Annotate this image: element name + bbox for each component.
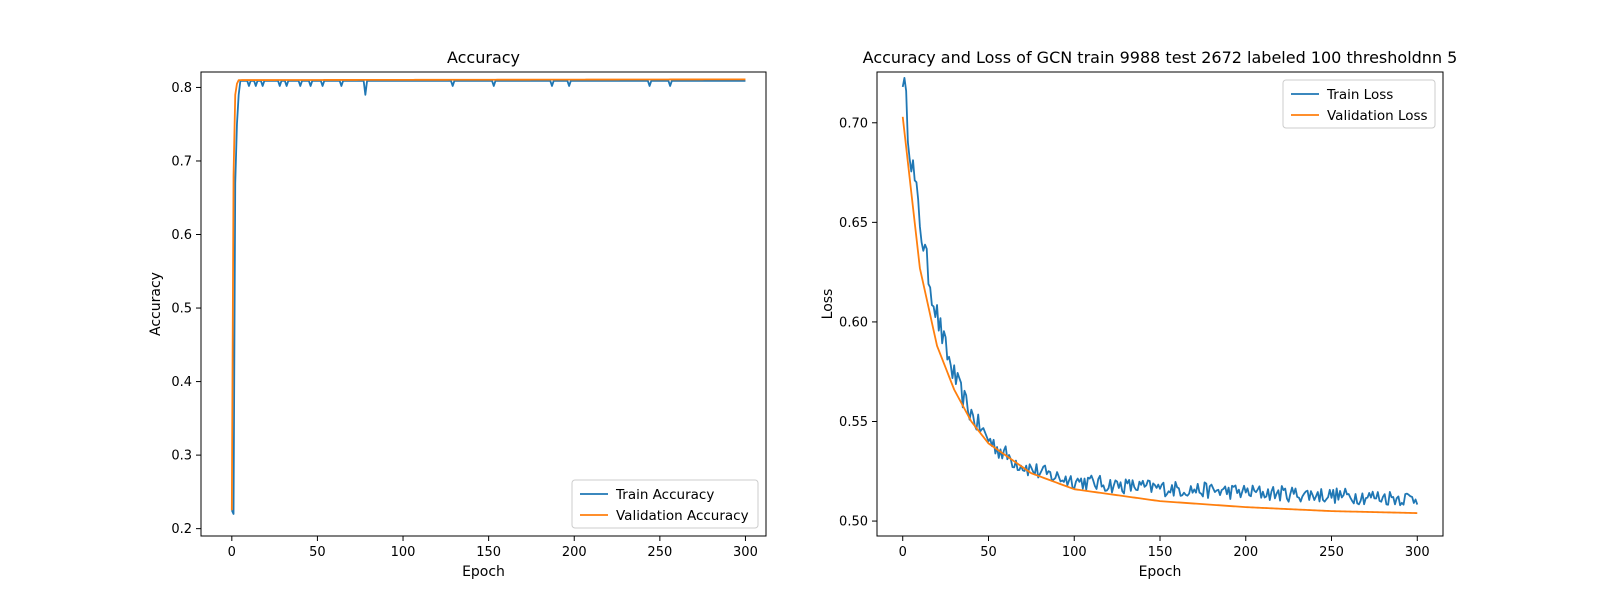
legend-box [571, 479, 759, 529]
y-tick-label: 0.7 [171, 154, 192, 169]
plot-frame [200, 71, 767, 537]
chart-title: Accuracy [447, 48, 520, 67]
x-tick-label: 0 [228, 545, 236, 560]
loss-chart: 0 50 100 150 200 250 300 0.50 0.55 0.60 0.65 0.70 Ep… [820, 48, 1457, 580]
y-tick-label: 0.3 [171, 449, 192, 464]
series-line-1 [230, 78, 746, 511]
x-tick-label: 250 [647, 545, 672, 560]
y-tick-label: 0.4 [171, 375, 192, 390]
y-tick-label: 0.60 [839, 315, 868, 330]
x-tick-label: 300 [733, 545, 758, 560]
x-tick-label: 100 [1062, 545, 1087, 560]
x-tick-label: 50 [980, 545, 997, 560]
y-tick-label: 0.50 [839, 515, 868, 530]
legend: Train Accuracy Validation Accuracy [571, 479, 759, 529]
y-tick-label: 0.65 [839, 216, 868, 231]
legend-label-0: Train Loss [1326, 87, 1393, 103]
chart-title: Accuracy and Loss of GCN train 9988 test… [863, 48, 1458, 67]
plot-frame [876, 71, 1444, 537]
legend-label-1: Validation Accuracy [616, 508, 749, 524]
y-tick-label: 0.8 [171, 81, 192, 96]
series-line-0 [901, 77, 1419, 507]
legend: Train Loss Validation Loss [1282, 79, 1436, 129]
y-axis-title: Accuracy [148, 272, 164, 336]
legend-box [1282, 79, 1436, 129]
y-tick-label: 0.6 [171, 228, 192, 243]
y-tick-label: 0.70 [839, 116, 868, 131]
x-tick-label: 150 [476, 545, 501, 560]
series-line-0 [231, 79, 746, 515]
y-tick-label: 0.2 [171, 522, 192, 537]
legend-label-0: Train Accuracy [615, 487, 714, 503]
accuracy-chart: 0 50 100 150 200 250 300 0.2 0.3 0.4 0.5 0.6 0.7 0.8 E… [148, 48, 767, 580]
x-tick-label: 200 [1233, 545, 1258, 560]
y-tick-label: 0.5 [171, 302, 192, 317]
x-tick-label: 250 [1319, 545, 1344, 560]
x-tick-label: 0 [899, 545, 907, 560]
series-line-1 [901, 116, 1418, 514]
legend-label-1: Validation Loss [1327, 108, 1428, 124]
x-tick-label: 300 [1405, 545, 1430, 560]
x-tick-label: 100 [391, 545, 416, 560]
x-axis-title: Epoch [462, 564, 505, 580]
y-axis-title: Loss [820, 289, 836, 320]
x-axis-title: Epoch [1139, 564, 1182, 580]
x-tick-label: 150 [1148, 545, 1173, 560]
x-tick-label: 200 [562, 545, 587, 560]
y-tick-label: 0.55 [839, 415, 868, 430]
x-tick-label: 50 [309, 545, 326, 560]
